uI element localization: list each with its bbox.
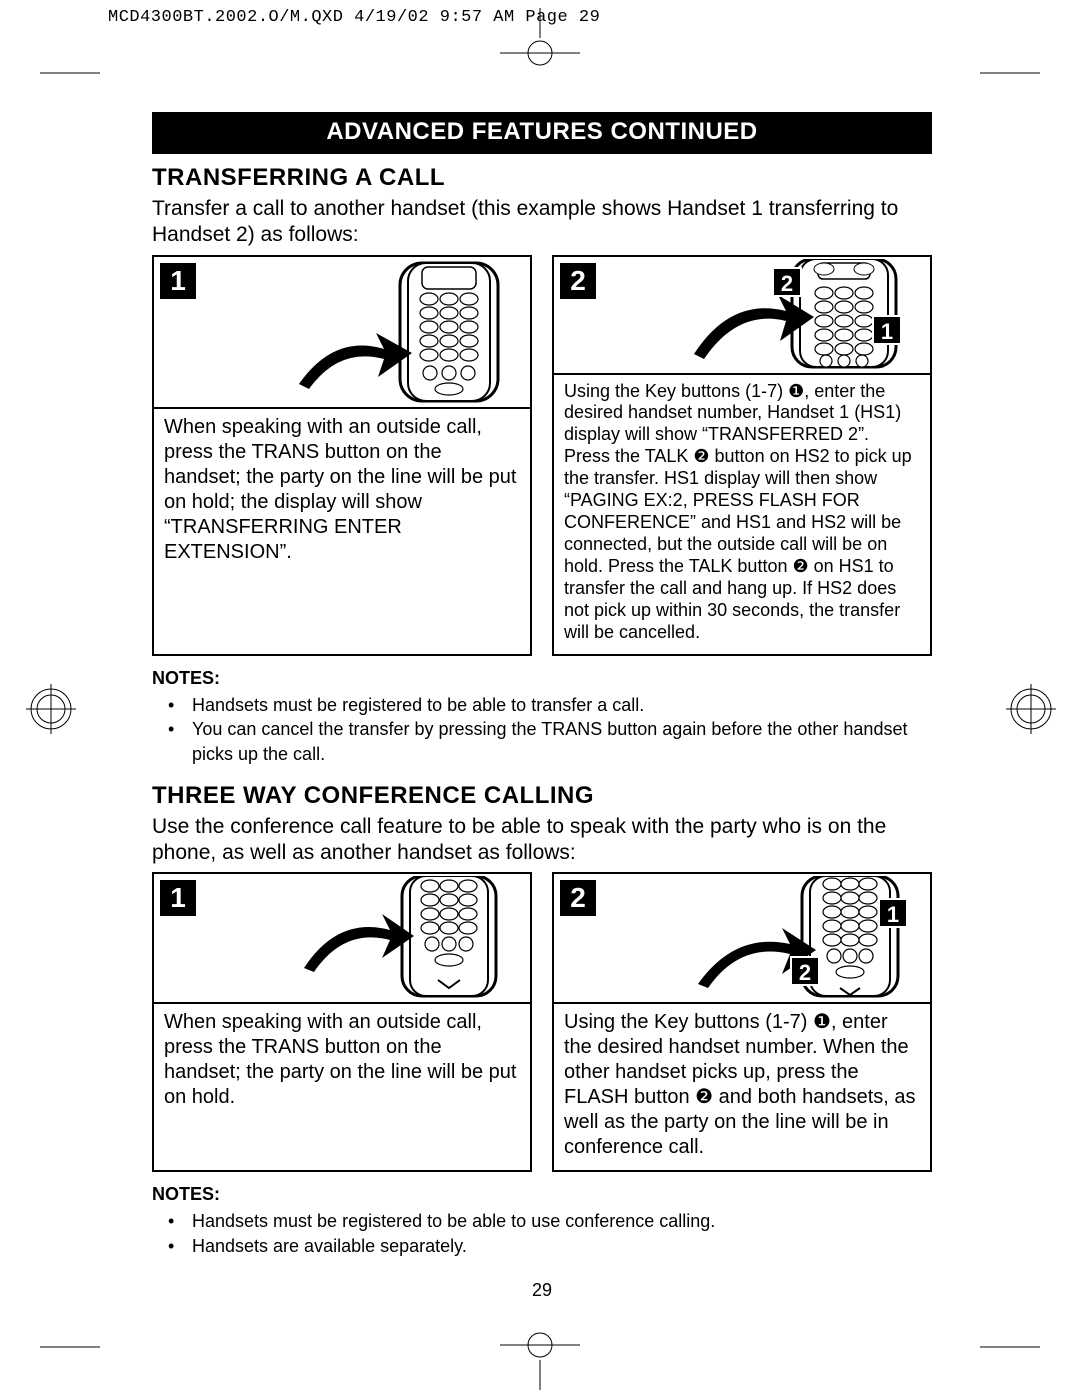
callout-number-1: 2: [772, 267, 802, 297]
step-badge: 2: [560, 880, 596, 916]
section2-step2-caption: Using the Key buttons (1-7) ❶, enter the…: [554, 1002, 930, 1170]
section1-intro: Transfer a call to another handset (this…: [152, 196, 932, 249]
section2-step1-panel: 1 When: [152, 872, 532, 1172]
crop-mark-br: [980, 1332, 1040, 1362]
section2-notes: Handsets must be registered to be able t…: [152, 1209, 932, 1258]
registration-mark-right: [1006, 684, 1056, 734]
section1-step1-panel: 1: [152, 255, 532, 656]
arrow-icon: [686, 289, 816, 367]
section2-title: THREE WAY CONFERENCE CALLING: [152, 782, 932, 810]
callout-number-2: 1: [872, 315, 902, 345]
arrow-icon: [298, 910, 416, 982]
section2-step1-figure: 1: [154, 874, 530, 1002]
page-number: 29: [152, 1280, 932, 1301]
section2-step1-caption: When speaking with an outside call, pres…: [154, 1002, 530, 1120]
list-item: Handsets must be registered to be able t…: [192, 693, 932, 717]
section1-title: TRANSFERRING A CALL: [152, 164, 932, 192]
list-item: Handsets are available separately.: [192, 1234, 932, 1258]
step-badge: 2: [560, 263, 596, 299]
list-item: You can cancel the transfer by pressing …: [192, 717, 932, 766]
page-body: ADVANCED FEATURES CONTINUED TRANSFERRING…: [152, 112, 932, 1301]
section2-step2-figure: 2: [554, 874, 930, 1002]
section2-steps: 1 When: [152, 872, 932, 1172]
section2-notes-label: NOTES:: [152, 1184, 932, 1205]
step-badge: 1: [160, 880, 196, 916]
registration-mark-left: [26, 684, 76, 734]
section1-step1-figure: 1: [154, 257, 530, 407]
section1-step2-panel: 2: [552, 255, 932, 656]
list-item: Handsets must be registered to be able t…: [192, 1209, 932, 1233]
callout-number-1: 1: [878, 898, 908, 928]
print-slug: MCD4300BT.2002.O/M.QXD 4/19/02 9:57 AM P…: [108, 8, 600, 27]
section2-intro: Use the conference call feature to be ab…: [152, 814, 932, 867]
crop-mark-tl: [40, 58, 100, 88]
section1-notes: Handsets must be registered to be able t…: [152, 693, 932, 766]
section1-step2-figure: 2: [554, 257, 930, 373]
step-badge: 1: [160, 263, 196, 299]
crop-mark-bl: [40, 1332, 100, 1362]
arrow-icon: [294, 329, 414, 399]
crop-mark-tr: [980, 58, 1040, 88]
crop-mark-bottom: [500, 1330, 580, 1390]
section1-steps: 1: [152, 255, 932, 656]
section1-step2-caption: Using the Key buttons (1-7) ❶, enter the…: [554, 373, 930, 654]
section1-notes-label: NOTES:: [152, 668, 932, 689]
section2-step2-panel: 2: [552, 872, 932, 1172]
section-banner: ADVANCED FEATURES CONTINUED: [152, 112, 932, 154]
callout-number-2: 2: [790, 956, 820, 986]
section1-step1-caption: When speaking with an outside call, pres…: [154, 407, 530, 575]
